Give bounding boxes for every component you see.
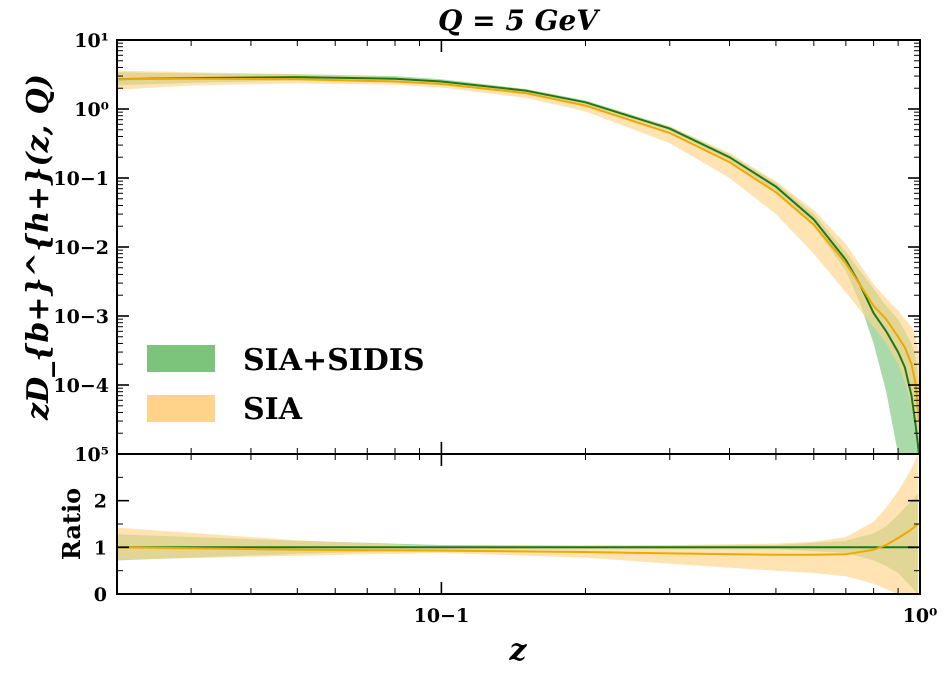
legend-label-sia: SIA: [243, 392, 303, 427]
legend-label-sia-sidis: SIA+SIDIS: [243, 343, 425, 378]
top-line-sia-sidis: [116, 76, 920, 455]
x-tick-label: 10⁰: [903, 605, 938, 627]
bottom-panel-lines: [116, 523, 919, 556]
top-panel-frame: [116, 39, 921, 455]
top-y-tick-label: 10−4: [53, 375, 109, 397]
bottom-panel-bands: [117, 454, 918, 594]
top-line-sia: [116, 77, 920, 422]
top-band-sia: [117, 70, 919, 454]
top-panel-lines: [116, 76, 920, 455]
bottom-band-sia: [117, 454, 918, 594]
top-y-tick-label: 10⁰: [74, 99, 109, 121]
bottom-y-tick-label: 1: [94, 537, 107, 559]
bottom-y-tick-label: 2: [94, 491, 107, 513]
top-y-axis-title: zD_{b+}^{h+}(z, Q): [21, 74, 56, 421]
x-tick-label: 10−1: [414, 605, 470, 627]
top-y-tick-label: 10⁵: [74, 444, 109, 466]
axis-ticks: 10−1 10⁰ 10⁵ 10−4 10−3 10−2 10−1 10⁰ 10¹ 0 1 2: [53, 30, 937, 627]
top-y-tick-label: 10−1: [53, 168, 109, 190]
top-y-tick-label: 10−2: [53, 237, 109, 259]
bottom-panel-frame: [116, 453, 921, 595]
x-axis-title: z: [508, 633, 527, 668]
bottom-y-axis-title: Ratio: [57, 488, 86, 560]
top-panel-bands: [117, 70, 919, 455]
bottom-line-sia: [116, 523, 919, 556]
chart-title: Q = 5 GeV: [438, 4, 601, 37]
legend-swatch-sia: [147, 395, 215, 422]
top-band-sia-sidis: [117, 72, 919, 455]
legend: SIA+SIDIS SIA: [147, 343, 425, 427]
top-y-tick-label: 10¹: [74, 30, 109, 52]
legend-swatch-sia-sidis: [147, 345, 215, 372]
top-y-tick-label: 10−3: [53, 306, 109, 328]
bottom-y-tick-label: 0: [94, 584, 107, 606]
